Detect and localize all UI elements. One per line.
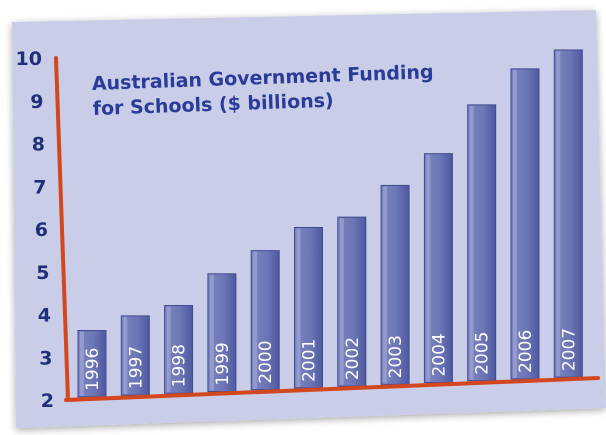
bar-highlight <box>426 154 431 382</box>
bar-1998: 1998 <box>164 305 194 394</box>
bar-highlight <box>123 316 128 395</box>
y-axis-line <box>54 56 70 402</box>
bar-2003: 2003 <box>380 184 410 385</box>
bar-highlight <box>469 105 474 380</box>
chart-background <box>12 10 606 428</box>
bar-highlight <box>296 228 301 387</box>
x-category-label: 1996 <box>83 348 103 391</box>
bar-1999: 1999 <box>207 273 237 393</box>
bar-2002: 2002 <box>337 216 367 387</box>
y-tick-label: 10 <box>16 48 42 70</box>
y-tick-label: 7 <box>33 176 46 198</box>
x-category-label: 1997 <box>126 346 146 389</box>
bar-2004: 2004 <box>423 153 453 384</box>
x-category-label: 2001 <box>300 339 320 382</box>
x-category-label: 2000 <box>256 340 276 383</box>
bar-2000: 2000 <box>250 250 280 391</box>
bar-highlight <box>209 274 214 391</box>
x-category-label: 2007 <box>559 328 579 371</box>
bar-2005: 2005 <box>467 104 497 382</box>
bar-2001: 2001 <box>294 226 323 389</box>
bars: 1996 1997 1998 1999 2000 2001 2002 2003 2004 2005… <box>77 49 583 398</box>
bar-highlight <box>339 218 344 386</box>
y-tick-label: 2 <box>41 390 54 412</box>
bar-highlight <box>556 50 561 377</box>
y-tick-label: 9 <box>30 91 43 113</box>
x-category-label: 2003 <box>386 335 406 378</box>
bar-highlight <box>513 69 517 378</box>
x-axis-line <box>64 376 600 402</box>
y-tick-label: 8 <box>32 134 45 156</box>
x-category-label: 2004 <box>429 333 449 376</box>
y-tick-label: 4 <box>38 305 51 327</box>
bar-highlight <box>383 186 388 384</box>
x-category-label: 2005 <box>473 331 493 374</box>
y-axis-ticks: 2 3 4 5 6 7 8 9 10 <box>16 48 54 412</box>
y-tick-label: 3 <box>39 347 52 369</box>
y-tick-label: 5 <box>36 262 49 284</box>
bar-1996: 1996 <box>77 330 107 398</box>
bar-highlight <box>253 251 258 389</box>
bar-2007: 2007 <box>553 49 583 378</box>
bar-1997: 1997 <box>120 315 150 396</box>
x-category-label: 2002 <box>343 337 363 380</box>
bar-2006: 2006 <box>510 68 540 380</box>
y-tick-label: 6 <box>35 219 48 241</box>
bar-highlight <box>80 331 84 396</box>
x-category-label: 1999 <box>213 342 233 385</box>
x-category-label: 1998 <box>170 344 190 387</box>
x-category-label: 2006 <box>516 330 536 373</box>
bar-highlight <box>166 306 171 393</box>
